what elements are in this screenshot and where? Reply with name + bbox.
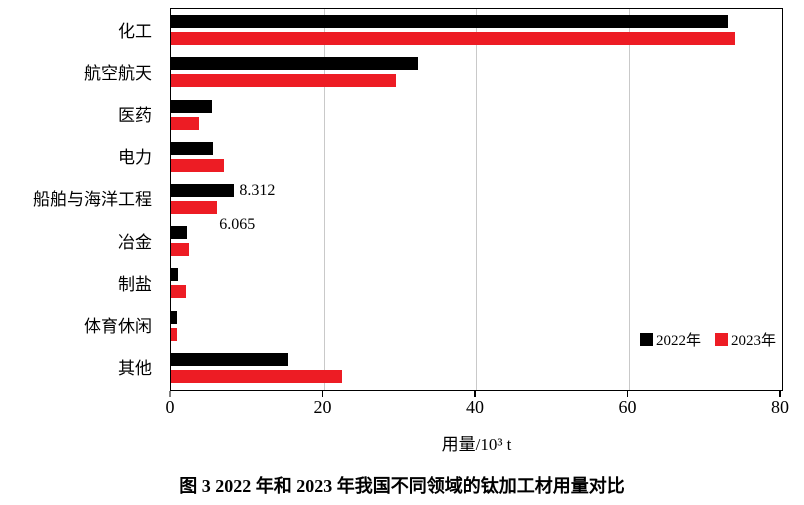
bar-船舶与海洋工程-2023年 — [171, 201, 218, 214]
legend-item: 2022年 — [639, 329, 701, 350]
x-tick-label: 40 — [466, 397, 484, 417]
y-axis-labels: 化工航空航天医药电力船舶与海洋工程冶金制盐体育休闲其他 — [0, 8, 160, 391]
bar-航空航天-2023年 — [171, 74, 396, 88]
bar-船舶与海洋工程-2022年 — [171, 184, 235, 197]
category-label: 体育休闲 — [84, 317, 152, 337]
x-axis-title: 用量/10³ t — [441, 435, 512, 454]
bar-其他-2022年 — [171, 352, 289, 366]
bar-value-label: 8.312 — [239, 181, 276, 199]
category-label: 船舶与海洋工程 — [33, 190, 152, 210]
x-tick-60: 60 — [619, 391, 637, 418]
figure-caption: 图 3 2022 年和 2023 年我国不同领域的钛加工材用量对比 — [179, 476, 625, 496]
bar-医药-2022年 — [171, 99, 213, 113]
bar-体育休闲-2022年 — [171, 310, 178, 324]
x-tick-label: 60 — [618, 397, 637, 417]
x-tick-40: 40 — [466, 391, 484, 418]
x-axis: 0 20 40 60 80 — [166, 391, 789, 425]
x-tick-label: 20 — [313, 397, 332, 417]
x-tick-80: 80 — [771, 391, 789, 418]
category-label: 制盐 — [118, 274, 152, 294]
category-label: 化工 — [118, 21, 152, 41]
x-tick-20: 20 — [314, 391, 332, 418]
legend: 2022年 2023年 — [639, 329, 776, 350]
category-label: 航空航天 — [84, 63, 152, 83]
bar-其他-2023年 — [171, 369, 342, 383]
gridline-40 — [476, 9, 477, 390]
gridline-60 — [628, 9, 630, 390]
legend-swatch — [714, 333, 728, 346]
legend-item: 2023年 — [714, 329, 776, 350]
tick-mark — [474, 391, 476, 397]
bar-体育休闲-2023年 — [171, 327, 178, 341]
bar-航空航天-2022年 — [171, 57, 419, 71]
legend-swatch — [639, 333, 653, 346]
bar-制盐-2023年 — [171, 285, 187, 299]
bar-电力-2022年 — [171, 141, 213, 155]
x-tick-label: 0 — [165, 397, 175, 417]
category-label: 医药 — [118, 106, 152, 126]
plot-area: 8.312 6.065 2022年 2023年 — [170, 8, 783, 391]
tick-mark — [779, 391, 781, 397]
bar-冶金-2023年 — [171, 243, 190, 257]
gridline-20 — [323, 9, 325, 390]
x-tick-0: 0 — [166, 391, 175, 418]
bar-冶金-2022年 — [171, 226, 187, 240]
tick-mark — [321, 391, 324, 397]
category-label: 冶金 — [118, 232, 152, 252]
x-tick-label: 80 — [771, 397, 789, 417]
category-label: 其他 — [118, 359, 152, 379]
bar-电力-2023年 — [171, 158, 224, 172]
legend-label: 2023年 — [730, 333, 776, 349]
bar-化工-2022年 — [171, 15, 728, 29]
bar-化工-2023年 — [171, 32, 736, 46]
bar-医药-2023年 — [171, 116, 200, 130]
tick-mark — [169, 391, 171, 397]
bar-value-label: 6.065 — [219, 216, 256, 233]
tick-mark — [626, 391, 629, 397]
legend-label: 2022年 — [655, 333, 701, 349]
category-label: 电力 — [118, 148, 152, 168]
bar-制盐-2022年 — [171, 268, 178, 282]
